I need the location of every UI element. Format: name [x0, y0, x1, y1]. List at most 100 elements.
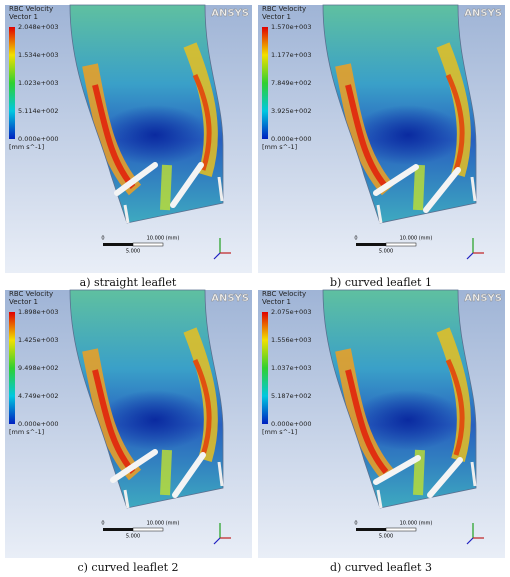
ansys-logo: ANSYS	[211, 8, 249, 19]
leaflet	[423, 167, 461, 213]
color-bar	[9, 312, 15, 424]
legend-tick-label: 9.498e+002	[18, 364, 58, 372]
axis-z	[213, 252, 221, 260]
scale-mid: 5.000	[126, 249, 140, 255]
stent-left	[123, 204, 130, 224]
scale-start: 0	[101, 236, 104, 242]
scale-start: 0	[354, 236, 357, 242]
leaflet	[427, 457, 463, 498]
scale-start: 0	[101, 521, 104, 527]
vessel-outline	[322, 289, 477, 509]
legend-tick-label: 1.534e+003	[18, 51, 58, 59]
scale-bar-black	[356, 528, 386, 531]
legend-tick-label: 0.000e+000	[271, 420, 311, 428]
legend-tick-label: 1.177e+003	[271, 51, 311, 59]
jet-right-core	[445, 73, 465, 171]
legend-tick-label: 3.925e+002	[271, 107, 311, 115]
vessel-outline	[69, 289, 224, 509]
jet-left-core	[345, 369, 389, 474]
ansys-logo: ANSYS	[464, 8, 502, 19]
low-velocity-zone	[100, 390, 210, 450]
low-velocity-zone	[353, 390, 463, 450]
legend-title: RBC Velocity	[9, 5, 53, 13]
vessel-outline	[69, 4, 224, 224]
jet-right-core	[192, 73, 212, 171]
legend-tick-label: 7.849e+002	[271, 79, 311, 87]
central-jet	[413, 164, 425, 211]
scale-end: 10.000 (mm)	[400, 236, 433, 242]
legend-tick-label: 1.556e+003	[271, 336, 311, 344]
scale-end: 10.000 (mm)	[400, 521, 433, 527]
legend-tick-label: 1.037e+003	[271, 364, 311, 372]
leaflet	[373, 164, 419, 196]
caption: b) curved leaflet 1	[330, 276, 432, 289]
legend-unit: [mm s^-1]	[9, 428, 44, 436]
scale-bar-white	[385, 527, 417, 532]
legend-unit: [mm s^-1]	[9, 143, 44, 151]
axis-z	[466, 252, 474, 260]
stent-right	[217, 176, 224, 202]
legend-tick-label: 1.898e+003	[18, 308, 58, 316]
caption: d) curved leaflet 3	[330, 561, 432, 574]
legend-tick-label: 0.000e+000	[271, 135, 311, 143]
jet-right-core	[192, 358, 212, 456]
caption: a) straight leaflet	[80, 276, 177, 289]
leaflet	[373, 455, 421, 485]
legend-subtitle: Vector 1	[262, 13, 291, 21]
jet-left-core	[345, 84, 389, 189]
stent-left	[123, 489, 130, 509]
scale-bar-white	[132, 527, 164, 532]
jet-right-core	[445, 358, 465, 456]
low-velocity-zone	[353, 105, 463, 165]
legend-tick-label: 1.023e+003	[18, 79, 58, 87]
ansys-logo: ANSYS	[464, 293, 502, 304]
leaflet	[172, 452, 206, 498]
stent-right	[470, 461, 477, 487]
scale-bar-black	[103, 243, 133, 246]
legend-tick-label: 5.187e+002	[271, 392, 311, 400]
legend-tick-label: 2.048e+003	[18, 23, 58, 31]
legend-tick-label: 0.000e+000	[18, 135, 58, 143]
leaflet	[110, 449, 158, 483]
legend-tick-label: 1.570e+003	[271, 23, 311, 31]
legend-unit: [mm s^-1]	[262, 428, 297, 436]
scale-bar-white	[385, 242, 417, 247]
jet-left-core	[92, 84, 136, 189]
stent-right	[217, 461, 224, 487]
legend-tick-label: 4.749e+002	[18, 392, 58, 400]
scale-mid: 5.000	[379, 534, 393, 540]
color-bar	[262, 27, 268, 139]
vessel-outline	[322, 4, 477, 224]
caption: c) curved leaflet 2	[77, 561, 178, 574]
axis-z	[213, 537, 221, 545]
ansys-logo: ANSYS	[211, 293, 249, 304]
scale-mid: 5.000	[379, 249, 393, 255]
scale-mid: 5.000	[126, 534, 140, 540]
legend-title: RBC Velocity	[262, 5, 306, 13]
central-jet	[160, 449, 172, 496]
legend-unit: [mm s^-1]	[262, 143, 297, 151]
color-bar	[262, 312, 268, 424]
scale-end: 10.000 (mm)	[147, 236, 180, 242]
scale-end: 10.000 (mm)	[147, 521, 180, 527]
leaflet	[170, 162, 204, 208]
legend-subtitle: Vector 1	[9, 298, 38, 306]
legend-subtitle: Vector 1	[262, 298, 291, 306]
jet-left-core	[92, 369, 136, 474]
scale-start: 0	[354, 521, 357, 527]
legend-tick-label: 2.075e+003	[271, 308, 311, 316]
axis-z	[466, 537, 474, 545]
stent-right	[470, 176, 477, 202]
scale-bar-black	[103, 528, 133, 531]
scale-bar-white	[132, 242, 164, 247]
legend-tick-label: 0.000e+000	[18, 420, 58, 428]
color-bar	[9, 27, 15, 139]
legend-tick-label: 5.114e+002	[18, 107, 58, 115]
leaflet	[114, 162, 158, 196]
legend-title: RBC Velocity	[9, 290, 53, 298]
